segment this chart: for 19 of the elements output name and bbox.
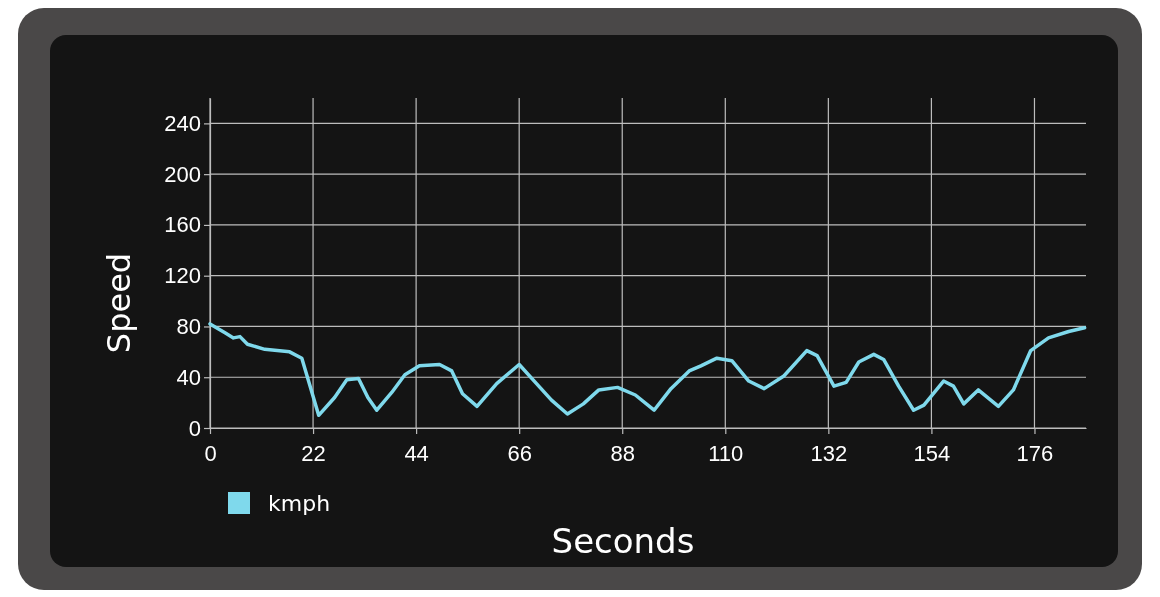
y-tick-label: 40 [176,364,201,390]
y-tick-label: 240 [164,110,201,136]
x-axis-title: Seconds [551,521,695,561]
y-tick-label: 80 [176,314,201,339]
x-tick-label: 88 [610,441,635,467]
y-tick-label: 0 [188,415,201,441]
y-tick-label: 120 [164,263,201,289]
x-tick-label: 44 [404,441,429,467]
x-tick-label: 110 [708,441,744,467]
x-tick-label: 66 [507,441,532,467]
x-tick-label: 0 [204,441,217,467]
legend-label: kmph [268,491,331,516]
x-tick-label: 22 [301,441,326,467]
x-tick-label: 176 [1016,441,1054,467]
x-tick-label: 154 [913,441,951,467]
y-tick-label: 160 [164,212,201,238]
y-tick-label: 200 [164,161,201,187]
x-tick-label: 132 [810,441,848,467]
y-axis-title: Speed [100,252,138,354]
